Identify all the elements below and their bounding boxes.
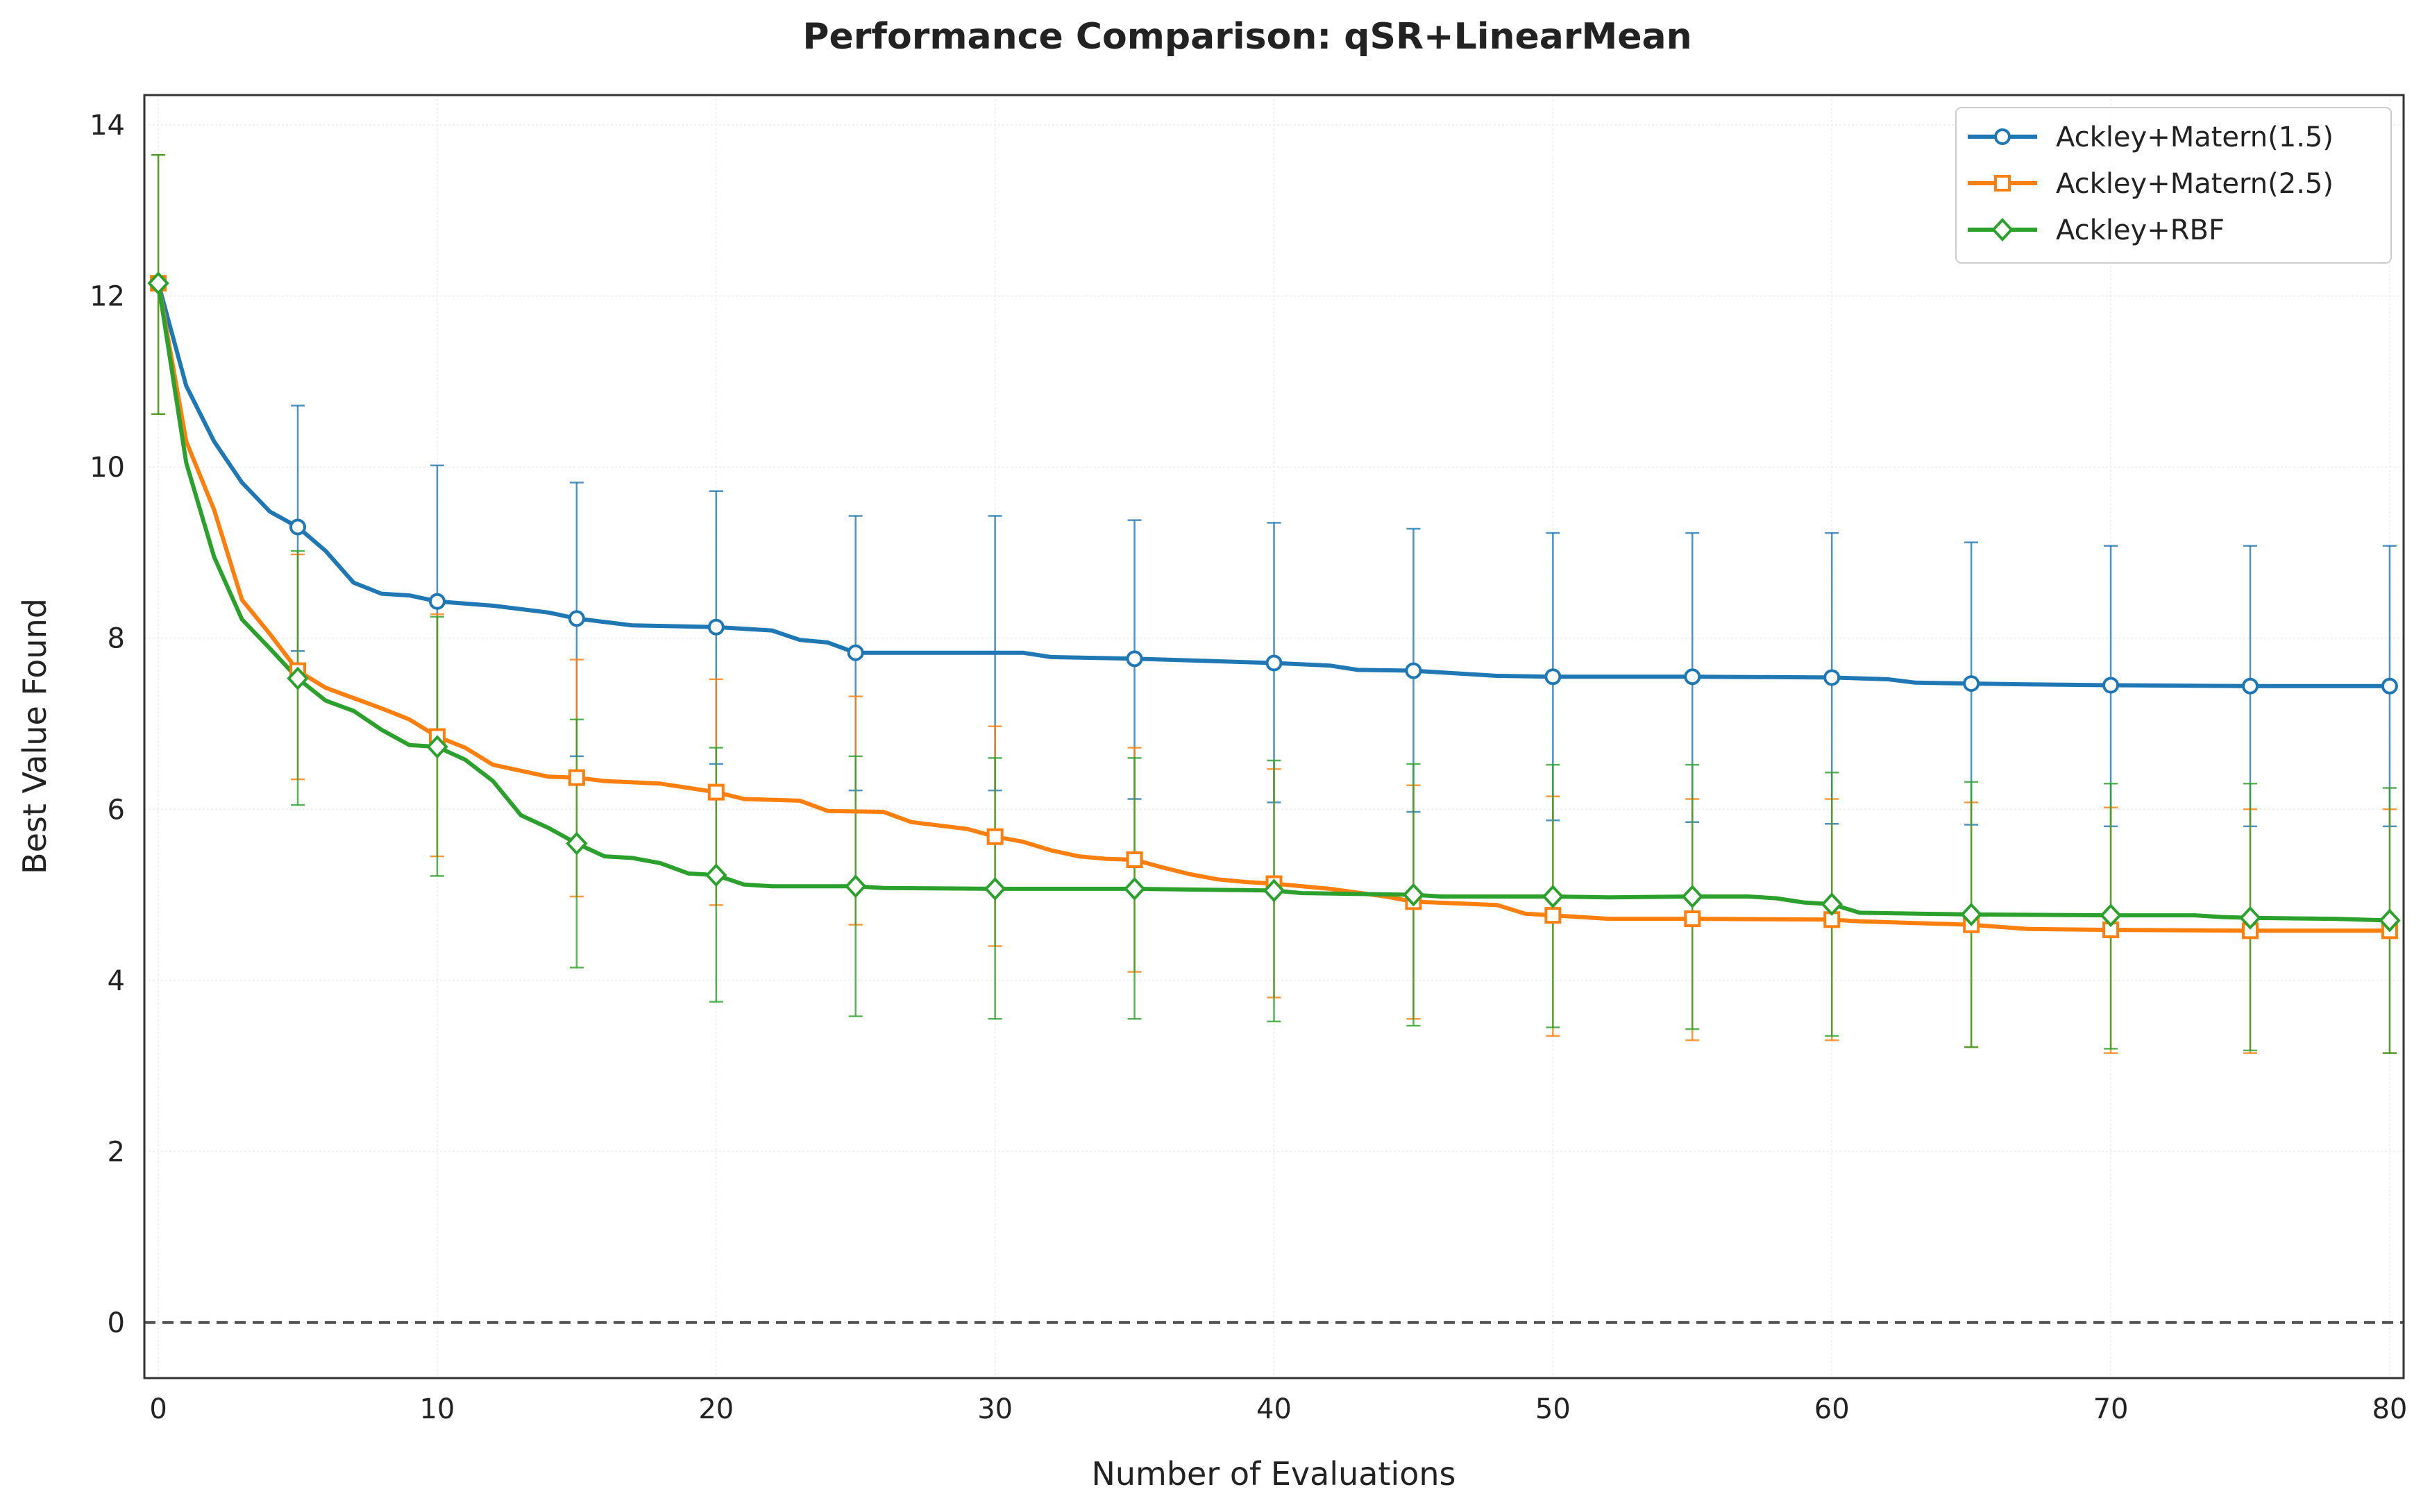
legend-label-ackley-matern-1-5: Ackley+Matern(1.5) — [2056, 121, 2334, 153]
x-tick-label: 70 — [2093, 1393, 2129, 1425]
legend-box — [1955, 107, 2392, 264]
y-axis-label: Best Value Found — [16, 598, 53, 874]
y-tick-label: 10 — [90, 452, 125, 484]
legend-marker-ackley-rbf — [1991, 218, 2014, 241]
ackley-matern-2-5-marker — [986, 828, 1004, 845]
ackley-matern-1-5-marker — [2381, 677, 2398, 695]
y-tick-layer: 0 2 4 6 8 10 12 14 — [90, 110, 125, 1339]
ackley-matern-2-5-line — [156, 281, 2392, 933]
x-axis-label: Number of Evaluations — [1091, 1455, 1456, 1493]
ackley-rbf-marker — [1123, 876, 1146, 901]
ackley-rbf-marker — [2239, 906, 2261, 930]
ackley-rbf-marker — [566, 831, 588, 856]
ackley-matern-1-5-marker — [2241, 677, 2259, 695]
x-tick-label: 40 — [1256, 1393, 1292, 1425]
ackley-rbf-marker — [984, 876, 1006, 901]
y-tick-label: 12 — [90, 281, 125, 313]
ackley-rbf-marker — [2100, 903, 2122, 928]
ackley-rbf-marker — [2379, 908, 2401, 933]
y-tick-label: 8 — [108, 623, 125, 655]
ackley-matern-1-5-marker — [1823, 669, 1841, 686]
ackley-rbf-marker — [844, 874, 867, 899]
legend-marker-ackley-matern-1-5 — [1994, 128, 2011, 145]
ackley-matern-1-5-marker — [707, 618, 725, 636]
x-tick-label: 50 — [1535, 1393, 1571, 1425]
ackley-matern-1-5-marker — [568, 610, 585, 627]
legend-label-ackley-matern-2-5: Ackley+Matern(2.5) — [2056, 168, 2334, 200]
ackley-matern-1-5-marker — [289, 518, 307, 536]
x-tick-layer: 0 10 20 30 40 50 60 70 80 — [149, 1393, 2407, 1425]
ackley-rbf-marker — [1402, 883, 1425, 907]
ackley-rbf-line — [156, 281, 2392, 923]
chart-title: Performance Comparison: qSR+LinearMean — [802, 16, 1691, 58]
legend: Ackley+Matern(1.5) Ackley+Matern(2.5) Ackl… — [1955, 107, 2392, 264]
ackley-matern-2-5-marker — [1126, 851, 1143, 869]
ackley-matern-1-5-marker — [1405, 662, 1422, 679]
ackley-rbf-marker — [1681, 885, 1704, 908]
marker-layer — [147, 271, 2401, 940]
ackley-rbf-marker — [1542, 885, 1564, 908]
y-tick-label: 14 — [90, 110, 125, 142]
y-tick-label: 0 — [108, 1307, 125, 1339]
ackley-matern-2-5-marker — [568, 769, 585, 786]
ackley-rbf-marker — [1960, 902, 1982, 926]
ackley-matern-1-5-marker — [1265, 654, 1283, 672]
ackley-matern-2-5-marker — [707, 783, 725, 801]
x-tick-label: 30 — [977, 1393, 1013, 1425]
ackley-rbf-marker — [426, 735, 448, 759]
x-tick-label: 80 — [2372, 1393, 2407, 1425]
ackley-rbf-marker — [287, 666, 309, 690]
legend-label-ackley-rbf: Ackley+RBF — [2056, 214, 2225, 246]
ackley-matern-1-5-marker — [1684, 668, 1701, 686]
plot-frame — [143, 94, 2405, 1379]
ackley-matern-1-5-marker — [1544, 668, 1562, 686]
y-tick-label: 2 — [108, 1136, 125, 1168]
x-tick-label: 0 — [149, 1393, 167, 1425]
ackley-matern-1-5-marker — [428, 593, 446, 610]
ackley-matern-2-5-marker — [1684, 910, 1701, 928]
ackley-matern-1-5-marker — [2102, 677, 2120, 694]
legend-marker-ackley-matern-2-5 — [1994, 175, 2011, 192]
x-tick-label: 10 — [419, 1393, 455, 1425]
ackley-matern-1-5-marker — [1126, 650, 1143, 668]
ackley-rbf-marker — [705, 863, 727, 887]
ackley-matern-1-5-marker — [847, 644, 864, 661]
ackley-rbf-marker — [147, 271, 169, 296]
ackley-rbf-marker — [1821, 892, 1843, 917]
x-tick-label: 20 — [698, 1393, 734, 1425]
x-tick-label: 60 — [1814, 1393, 1850, 1425]
ackley-rbf-marker — [1263, 878, 1285, 903]
y-tick-label: 6 — [108, 794, 125, 826]
y-tick-label: 4 — [108, 965, 125, 997]
ackley-matern-1-5-marker — [1963, 675, 1980, 693]
ackley-matern-2-5-marker — [1544, 907, 1562, 924]
